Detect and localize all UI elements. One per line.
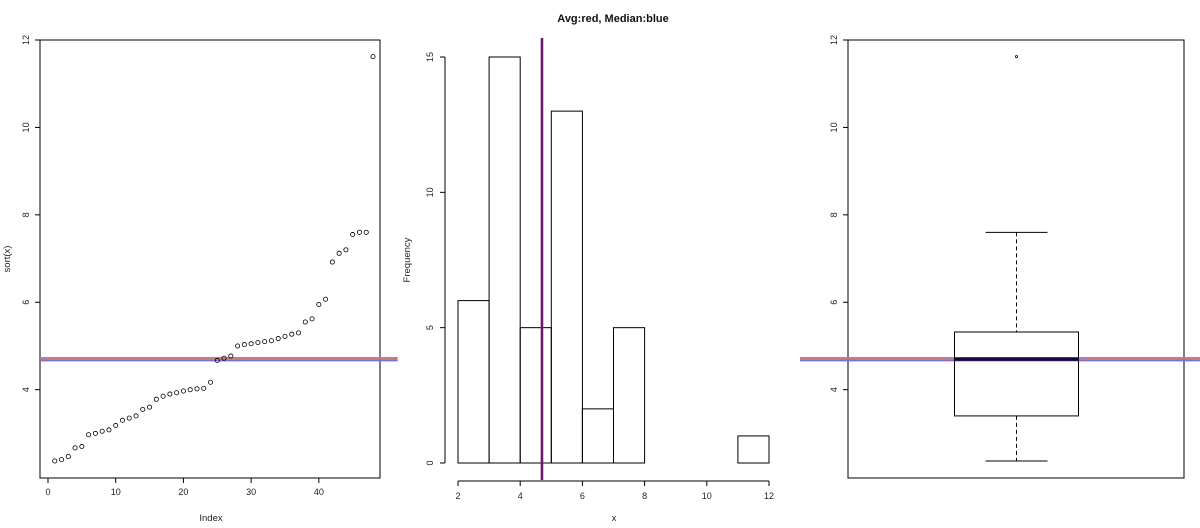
x-tick-label: 8: [642, 491, 647, 501]
y-tick-label: 10: [829, 122, 839, 132]
data-point: [235, 343, 241, 349]
y-tick-label: 10: [425, 187, 435, 197]
data-point: [167, 391, 173, 397]
x-tick-label: 2: [455, 491, 460, 501]
boxplot-panel: 4 6 8 10 12: [800, 35, 1200, 479]
y-tick-label: 10: [21, 122, 31, 132]
data-point: [343, 247, 349, 253]
data-point: [336, 250, 342, 256]
y-tick-label: 8: [829, 212, 839, 217]
data-point: [221, 355, 227, 361]
y-tick-label: 0: [425, 460, 435, 465]
histogram-bar: [550, 110, 583, 464]
histogram-panel: 2 4 6 8 10 12 0 5 10 15 x Frequency: [402, 38, 774, 524]
histogram-bar: [488, 56, 521, 464]
data-point: [275, 336, 281, 342]
y-tick-label: 4: [21, 387, 31, 392]
scatter-panel: 0 10 20 30 40 4 6 8 10 12 Index sort(x): [2, 35, 398, 524]
y-tick-label: 6: [21, 300, 31, 305]
data-point: [289, 331, 295, 337]
data-point: [153, 396, 159, 402]
x-tick-label: 6: [580, 491, 585, 501]
data-point: [174, 390, 180, 396]
data-point: [113, 423, 119, 429]
x-tick-label: 20: [178, 487, 188, 497]
data-point: [92, 430, 98, 436]
data-point: [79, 444, 85, 450]
data-point: [187, 387, 193, 393]
data-point: [99, 428, 105, 434]
box: [954, 331, 1079, 417]
data-point: [296, 330, 302, 336]
data-point: [59, 457, 65, 463]
y-tick-label: 12: [829, 35, 839, 45]
data-point: [228, 353, 234, 359]
data-point: [363, 229, 369, 235]
data-point: [180, 388, 186, 394]
plot-frame: [847, 39, 1185, 479]
x-tick-label: 4: [518, 491, 523, 501]
histogram-bar: [737, 435, 770, 464]
data-point: [356, 229, 362, 235]
data-point: [370, 54, 376, 60]
x-tick-label: 12: [764, 491, 774, 501]
data-point: [282, 333, 288, 339]
plot-frame: [39, 39, 381, 479]
y-tick-label: 8: [21, 212, 31, 217]
data-point: [350, 232, 356, 238]
data-point: [72, 445, 78, 451]
outlier-point: [1015, 55, 1019, 59]
y-tick-label: 5: [425, 325, 435, 330]
histogram-bar: [519, 327, 552, 464]
histogram-bar: [613, 327, 646, 464]
data-point: [248, 341, 254, 347]
data-point: [65, 454, 71, 460]
chart-title: Avg:red, Median:blue: [557, 13, 668, 25]
data-point: [119, 417, 125, 423]
y-tick-label: 6: [829, 300, 839, 305]
y-tick-label: 15: [425, 52, 435, 62]
data-point: [201, 385, 207, 391]
data-point: [106, 427, 112, 433]
data-point: [86, 432, 92, 438]
data-point: [262, 339, 268, 345]
x-axis-label: x: [612, 513, 617, 524]
y-axis-label: sort(x): [2, 246, 13, 273]
histogram-bar: [457, 300, 490, 464]
x-tick-label: 40: [314, 487, 324, 497]
data-point: [268, 338, 274, 344]
x-tick-label: 10: [702, 491, 712, 501]
data-point: [309, 316, 315, 322]
x-axis-label: Index: [199, 513, 222, 524]
histogram-bar: [581, 408, 615, 464]
data-point: [133, 413, 139, 419]
data-point: [316, 301, 322, 307]
data-point: [194, 386, 200, 392]
y-axis-label: Frequency: [402, 237, 413, 282]
data-point: [52, 458, 58, 464]
y-tick-label: 4: [829, 387, 839, 392]
data-point: [329, 259, 335, 265]
x-tick-label: 0: [45, 487, 50, 497]
data-point: [255, 339, 261, 345]
data-point: [140, 406, 146, 412]
data-point: [323, 296, 329, 302]
data-point: [207, 379, 213, 385]
data-point: [147, 404, 153, 410]
data-point: [214, 357, 220, 363]
data-point: [126, 415, 132, 421]
x-tick-label: 10: [111, 487, 121, 497]
data-point: [241, 342, 247, 348]
x-tick-label: 30: [246, 487, 256, 497]
y-tick-label: 12: [21, 35, 31, 45]
data-point: [302, 319, 308, 325]
data-point: [160, 393, 166, 399]
